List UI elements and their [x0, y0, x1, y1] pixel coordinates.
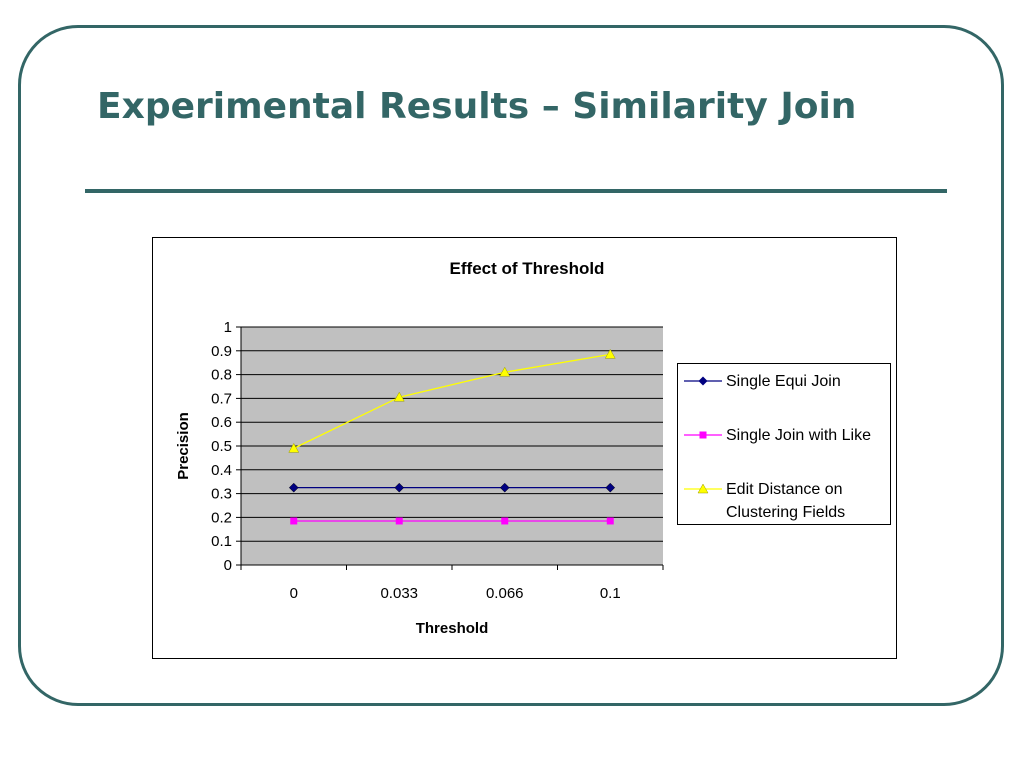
- data-point: [290, 517, 298, 525]
- data-point: [499, 482, 510, 493]
- legend-marker: [697, 483, 709, 494]
- legend-label: Single Equi Join: [726, 373, 841, 390]
- legend-item: Single Equi Join: [684, 370, 886, 393]
- title-divider: [85, 189, 947, 193]
- x-tick-label: 0: [290, 585, 298, 602]
- legend-swatch: [684, 483, 722, 494]
- data-point: [499, 366, 511, 377]
- line-chart: Effect of Threshold Threshold Precision …: [175, 259, 664, 637]
- y-tick-label: 0.4: [211, 462, 232, 479]
- data-point: [393, 391, 405, 402]
- legend-marker: [698, 376, 708, 386]
- y-axis-label: Precision: [175, 412, 192, 480]
- data-point: [606, 517, 614, 525]
- slide-frame: [18, 25, 1004, 706]
- y-tick-label: 0.3: [211, 486, 232, 503]
- x-tick-label: 0.066: [486, 585, 524, 602]
- legend-label: Single Join with Like: [726, 427, 871, 444]
- x-tick-label: 0.033: [380, 585, 418, 602]
- data-point: [604, 348, 616, 359]
- data-point: [605, 482, 616, 493]
- y-tick-label: 0.5: [211, 438, 232, 455]
- y-tick-label: 0.9: [211, 343, 232, 360]
- y-tick-label: 0.6: [211, 414, 232, 431]
- legend-item: Edit Distance on Clustering Fields: [684, 478, 886, 524]
- y-tick-label: 0.2: [211, 509, 232, 526]
- data-point: [395, 517, 403, 525]
- chart-legend: Single Equi Join Single Join with Like Edi…: [677, 363, 891, 525]
- legend-item: Single Join with Like: [684, 424, 886, 447]
- data-point: [288, 442, 300, 453]
- y-tick-label: 0.1: [211, 533, 232, 550]
- x-axis-label: Threshold: [416, 620, 489, 637]
- data-point: [394, 482, 405, 493]
- y-tick-label: 1: [224, 319, 232, 336]
- data-point: [288, 482, 299, 493]
- x-tick-label: 0.1: [600, 585, 621, 602]
- y-tick-label: 0.8: [211, 367, 232, 384]
- y-tick-label: 0: [224, 557, 232, 574]
- chart-title: Effect of Threshold: [450, 259, 605, 278]
- series-line-2: [293, 353, 611, 449]
- legend-swatch: [684, 376, 722, 386]
- legend-swatch: [684, 431, 722, 439]
- data-point: [501, 517, 509, 525]
- legend-label: Edit Distance on Clustering Fields: [726, 481, 846, 521]
- legend-marker: [699, 431, 707, 439]
- slide-title: Experimental Results – Similarity Join: [97, 86, 857, 127]
- y-tick-label: 0.7: [211, 390, 232, 407]
